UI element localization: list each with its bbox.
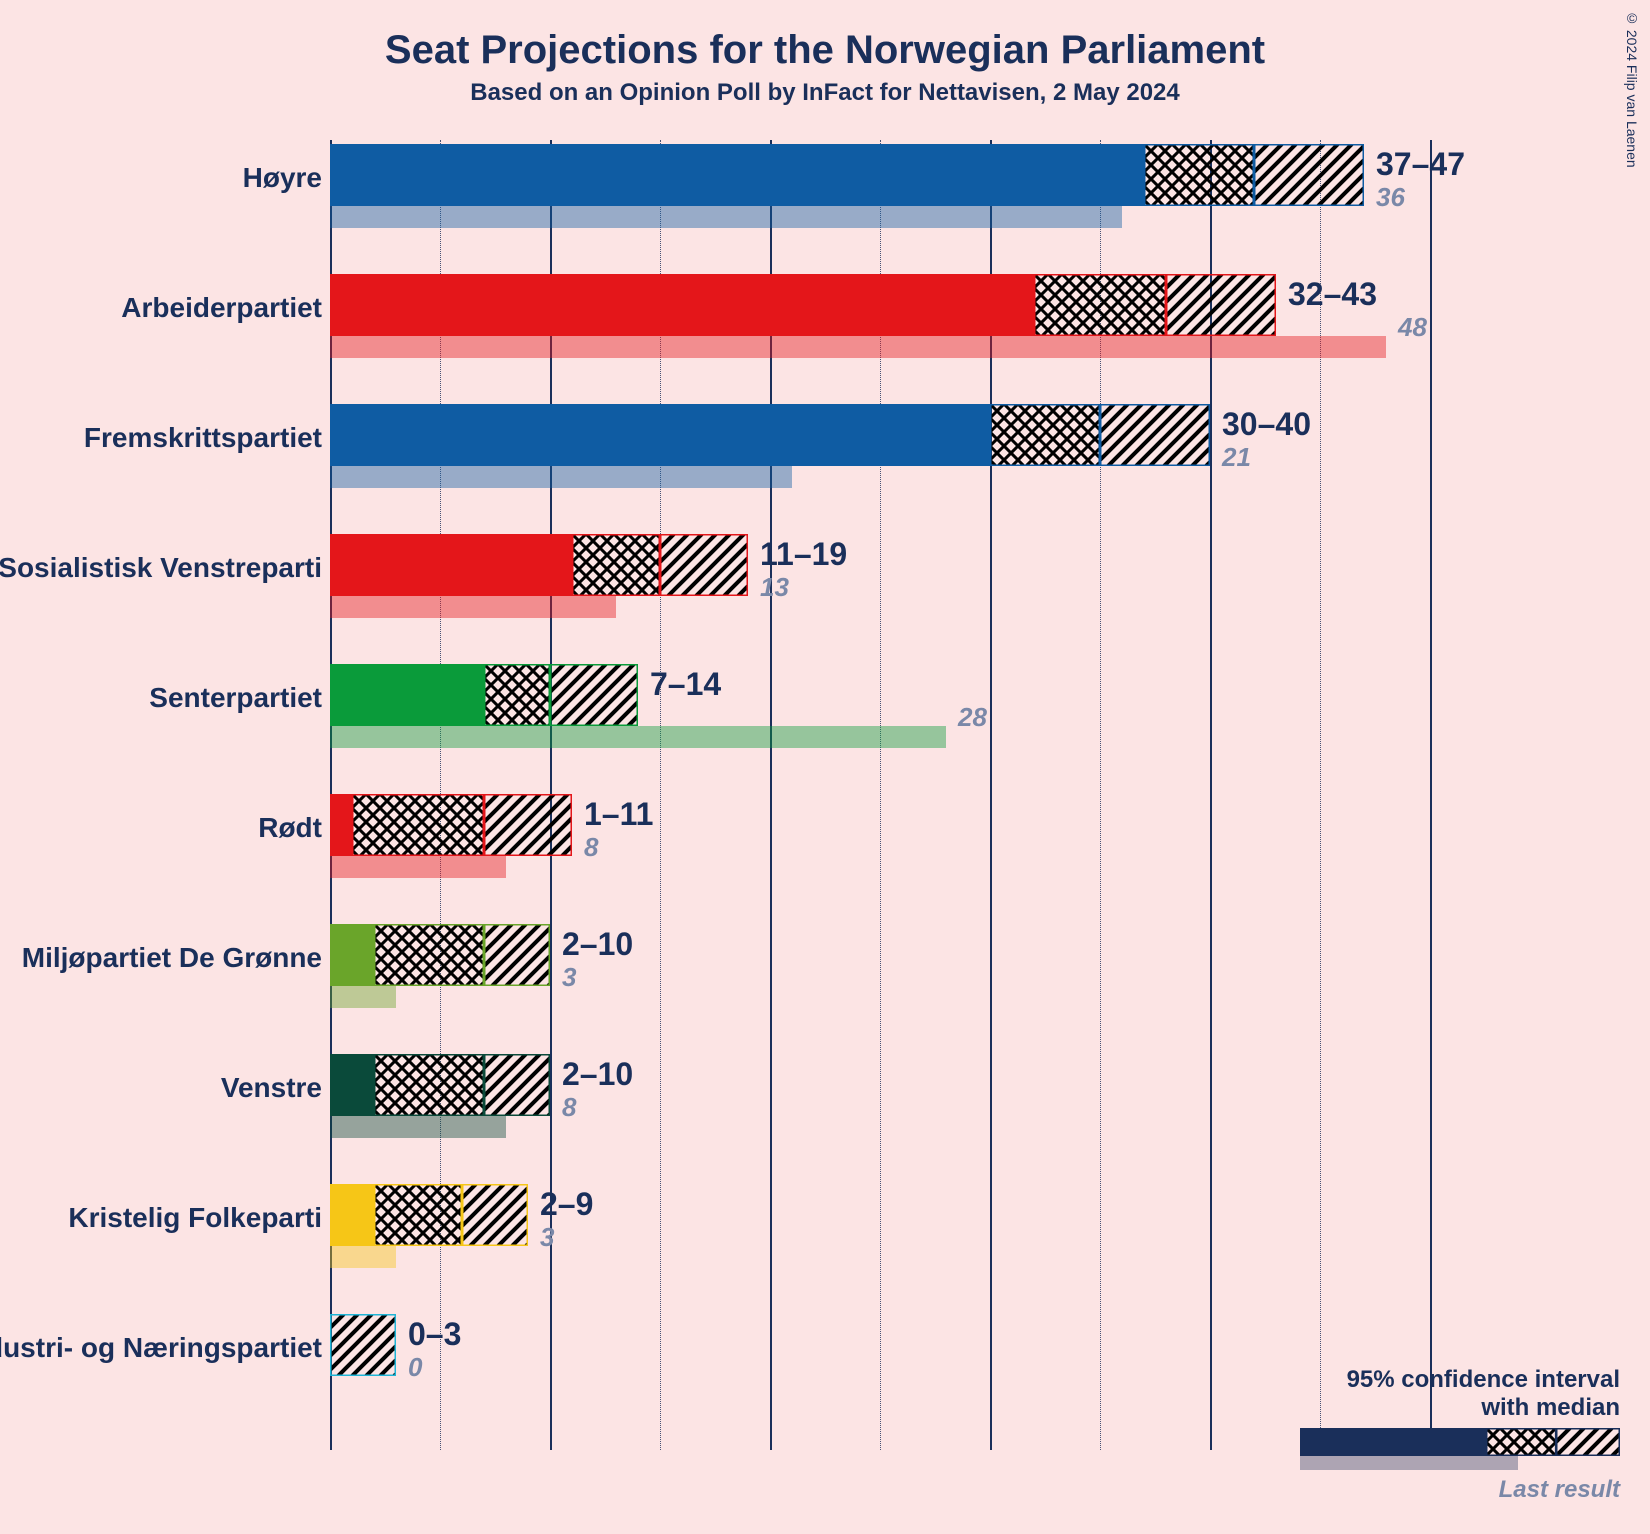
last-result-bar [330, 596, 616, 618]
legend-last-label: Last result [1260, 1476, 1620, 1504]
projection-range: 1–11 [584, 796, 653, 833]
last-result-value: 48 [1398, 312, 1427, 343]
last-result-bar [330, 336, 1386, 358]
projection-range: 30–40 [1222, 406, 1311, 443]
projection-range: 32–43 [1288, 276, 1377, 313]
chart-area: Høyre 37–4736 Arbeiderpartiet 32–43 48 Fremsk… [0, 140, 1650, 1490]
legend-title-1: 95% confidence interval [1260, 1366, 1620, 1394]
party-label: Venstre [221, 1072, 322, 1104]
last-result-bar [330, 1116, 506, 1138]
last-result-bar [330, 466, 792, 488]
party-row: Arbeiderpartiet 32–43 48 [0, 270, 1650, 400]
chart-title: Seat Projections for the Norwegian Parli… [0, 0, 1650, 73]
last-result-value: 8 [562, 1092, 576, 1123]
legend: 95% confidence interval with median Last… [1260, 1366, 1620, 1504]
last-result-value: 3 [562, 962, 576, 993]
projection-range: 7–14 [650, 666, 721, 703]
last-result-value: 13 [760, 572, 789, 603]
party-row: Miljøpartiet De Grønne 2–103 [0, 920, 1650, 1050]
party-label: Kristelig Folkeparti [68, 1202, 322, 1234]
last-result-value: 0 [408, 1352, 422, 1383]
projection-range: 0–3 [408, 1316, 461, 1353]
legend-swatch [1300, 1428, 1620, 1462]
last-result-bar [330, 726, 946, 748]
last-result-bar [330, 206, 1122, 228]
last-result-value: 3 [540, 1222, 554, 1253]
last-result-bar [330, 986, 396, 1008]
party-row: Senterpartiet 7–14 28 [0, 660, 1650, 790]
party-row: Rødt 1–118 [0, 790, 1650, 920]
projection-range: 11–19 [760, 536, 847, 573]
party-row: Høyre 37–4736 [0, 140, 1650, 270]
projection-range: 2–10 [562, 926, 633, 963]
chart-subtitle: Based on an Opinion Poll by InFact for N… [0, 79, 1650, 107]
last-result-value: 36 [1376, 182, 1405, 213]
projection-range: 37–47 [1376, 146, 1465, 183]
party-label: Rødt [258, 812, 322, 844]
party-row: Fremskrittspartiet 30–4021 [0, 400, 1650, 530]
party-label: Senterpartiet [149, 682, 322, 714]
last-result-value: 8 [584, 832, 598, 863]
projection-range: 2–10 [562, 1056, 633, 1093]
legend-title-2: with median [1260, 1394, 1620, 1422]
party-label: Høyre [243, 162, 322, 194]
party-label: Miljøpartiet De Grønne [22, 942, 322, 974]
party-row: Venstre 2–108 [0, 1050, 1650, 1180]
party-label: Sosialistisk Venstreparti [0, 552, 322, 584]
last-result-value: 21 [1222, 442, 1251, 473]
party-label: Industri- og Næringspartiet [0, 1332, 322, 1364]
last-result-bar [330, 1246, 396, 1268]
party-label: Arbeiderpartiet [121, 292, 322, 324]
party-row: Kristelig Folkeparti 2–93 [0, 1180, 1650, 1310]
last-result-bar [330, 856, 506, 878]
party-row: Sosialistisk Venstreparti 11–1913 [0, 530, 1650, 660]
last-result-value: 28 [958, 702, 987, 733]
party-label: Fremskrittspartiet [84, 422, 322, 454]
projection-range: 2–9 [540, 1186, 593, 1223]
